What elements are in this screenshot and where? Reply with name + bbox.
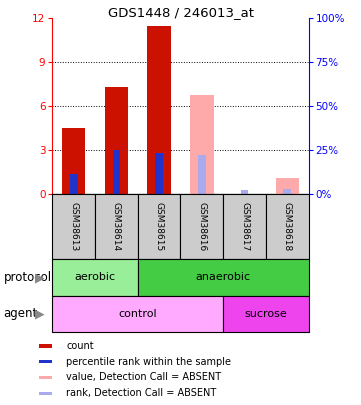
Text: agent: agent: [4, 307, 38, 320]
Bar: [283, 189, 291, 194]
Text: sucrose: sucrose: [244, 309, 287, 319]
Text: GSM38618: GSM38618: [283, 202, 292, 252]
Bar: [39, 392, 52, 394]
Bar: [275, 178, 299, 194]
Text: ▶: ▶: [35, 307, 44, 320]
Text: rank, Detection Call = ABSENT: rank, Detection Call = ABSENT: [66, 388, 217, 398]
Bar: [223, 194, 266, 259]
Text: percentile rank within the sample: percentile rank within the sample: [66, 357, 231, 367]
Bar: [52, 194, 95, 259]
Bar: [138, 194, 180, 259]
Text: anaerobic: anaerobic: [196, 273, 251, 282]
Bar: [39, 360, 52, 363]
Bar: [155, 153, 163, 194]
Text: GSM38613: GSM38613: [69, 202, 78, 252]
Text: GSM38617: GSM38617: [240, 202, 249, 252]
Bar: [70, 174, 78, 194]
Bar: [198, 155, 206, 194]
Text: control: control: [118, 309, 157, 319]
Text: value, Detection Call = ABSENT: value, Detection Call = ABSENT: [66, 373, 221, 382]
Bar: [52, 259, 138, 296]
Bar: [266, 194, 309, 259]
Bar: [52, 296, 223, 332]
Text: GSM38614: GSM38614: [112, 202, 121, 252]
Text: GSM38615: GSM38615: [155, 202, 164, 252]
Bar: [105, 87, 128, 194]
Bar: [39, 376, 52, 379]
Text: GDS1448 / 246013_at: GDS1448 / 246013_at: [108, 6, 253, 19]
Bar: [190, 95, 214, 194]
Text: ▶: ▶: [35, 271, 44, 284]
Bar: [223, 296, 309, 332]
Bar: [147, 26, 171, 194]
Bar: [113, 150, 120, 194]
Bar: [95, 194, 138, 259]
Text: aerobic: aerobic: [74, 273, 116, 282]
Bar: [241, 190, 248, 194]
Bar: [138, 259, 309, 296]
Bar: [39, 345, 52, 347]
Bar: [180, 194, 223, 259]
Bar: [62, 128, 86, 194]
Text: GSM38616: GSM38616: [197, 202, 206, 252]
Text: count: count: [66, 341, 94, 351]
Text: protocol: protocol: [4, 271, 52, 284]
